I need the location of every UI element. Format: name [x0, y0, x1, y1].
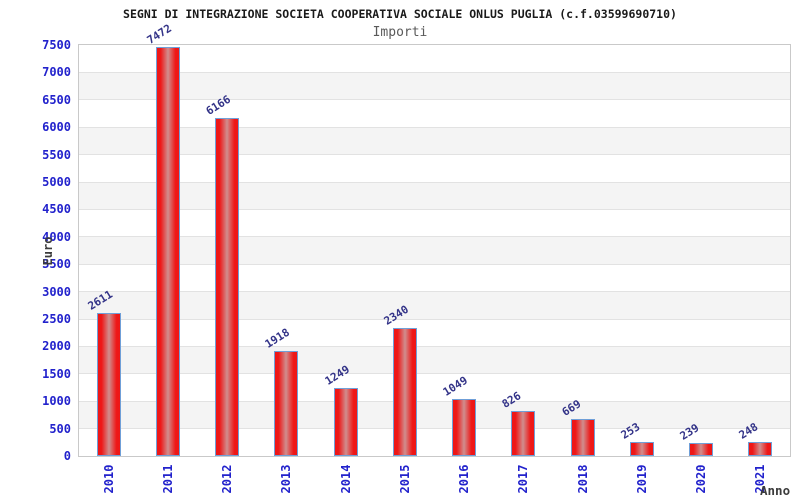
x-tick-2010: 2010 [101, 464, 116, 494]
x-axis-title: Anno [760, 483, 791, 498]
y-tick-7500: 7500 [42, 38, 71, 52]
plot-band [79, 319, 790, 347]
x-tick-2016: 2016 [457, 464, 472, 494]
y-tick-4500: 4500 [42, 202, 71, 217]
x-tick-2011: 2011 [160, 464, 175, 494]
gridline [79, 400, 790, 402]
bar-2021 [748, 442, 773, 456]
plot-band [79, 72, 790, 100]
gridline [79, 181, 790, 183]
bar-2018 [570, 419, 595, 456]
plot-band [79, 99, 790, 128]
plot-band [79, 182, 790, 210]
plot-band [79, 209, 790, 237]
bar-2017 [511, 410, 536, 456]
y-axis-title: Euro [41, 236, 55, 266]
bar-2020 [689, 442, 714, 456]
bar-2015 [392, 327, 417, 456]
plot-band [79, 401, 790, 429]
plot-band [79, 428, 790, 456]
gridline [79, 208, 790, 210]
y-tick-1000: 1000 [42, 394, 71, 409]
bar-2014 [333, 387, 358, 456]
gridline [79, 318, 790, 320]
gridline [79, 126, 790, 128]
y-tick-500: 500 [49, 421, 71, 436]
y-tick-2000: 2000 [42, 339, 71, 354]
y-tick-2500: 2500 [42, 312, 71, 326]
gridline [79, 345, 790, 347]
y-tick-3000: 3000 [42, 284, 71, 299]
bar-2011 [155, 46, 180, 456]
bar-2016 [452, 398, 477, 456]
plot-band [79, 373, 790, 402]
x-tick-2019: 2019 [634, 464, 649, 494]
plot-band [79, 264, 790, 292]
plot-band [79, 45, 790, 73]
x-tick-2012: 2012 [220, 464, 235, 494]
gridline [79, 154, 790, 156]
y-tick-5000: 5000 [42, 175, 71, 189]
gridline [79, 263, 790, 265]
gridline [79, 373, 790, 375]
gridline [79, 236, 790, 238]
y-tick-0: 0 [63, 449, 71, 463]
bar-2010 [96, 312, 121, 456]
y-tick-3500: 3500 [42, 257, 71, 272]
x-tick-2018: 2018 [575, 464, 590, 494]
x-tick-2014: 2014 [338, 464, 353, 494]
plot-band [79, 291, 790, 319]
plot-band [79, 346, 790, 374]
plot-area [78, 44, 791, 457]
gridline [79, 99, 790, 101]
y-tick-4000: 4000 [42, 229, 71, 244]
y-tick-1500: 1500 [42, 366, 71, 381]
x-tick-2020: 2020 [694, 464, 709, 494]
plot-band [79, 127, 790, 155]
x-tick-2013: 2013 [279, 464, 294, 494]
y-tick-5500: 5500 [42, 147, 71, 162]
x-tick-2017: 2017 [516, 464, 531, 494]
x-tick-2015: 2015 [397, 464, 412, 494]
bar-2019 [629, 442, 654, 456]
chart-subtitle: Importi [372, 25, 428, 40]
plot-band [79, 154, 790, 182]
bar-2013 [274, 350, 299, 456]
chart-title: SEGNI DI INTEGRAZIONE SOCIETA COOPERATIV… [123, 7, 677, 21]
gridline [79, 71, 790, 73]
y-tick-6000: 6000 [42, 120, 71, 135]
y-tick-7000: 7000 [42, 65, 71, 80]
plot-band [79, 236, 790, 265]
bar-2012 [215, 118, 240, 456]
y-tick-6500: 6500 [42, 92, 71, 107]
gridline [79, 428, 790, 430]
gridline [79, 291, 790, 293]
